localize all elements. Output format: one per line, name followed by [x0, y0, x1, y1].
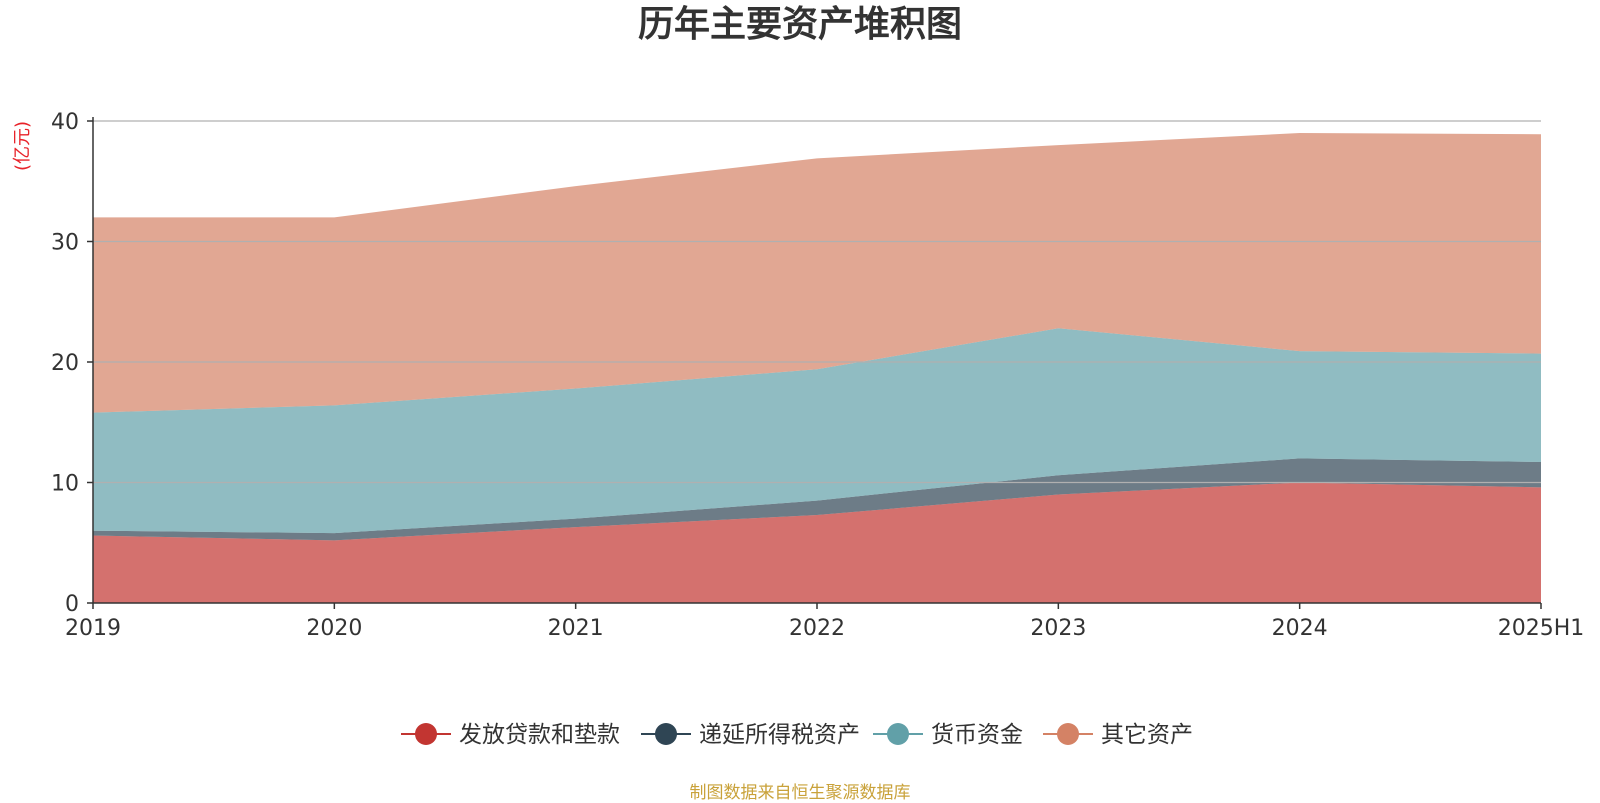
area-series-2	[93, 328, 1541, 534]
x-tick-label: 2023	[1030, 616, 1086, 641]
legend-item-0[interactable]: 发放贷款和垫款	[401, 722, 620, 748]
legend-label: 货币资金	[931, 722, 1023, 748]
chart-title: 历年主要资产堆积图	[638, 4, 962, 45]
x-tick-label: 2019	[65, 616, 121, 641]
y-tick-label: 30	[51, 231, 79, 256]
y-tick-label: 40	[51, 110, 79, 135]
area-series-0	[93, 482, 1541, 603]
legend-label: 其它资产	[1101, 722, 1193, 748]
legend-item-1[interactable]: 递延所得税资产	[641, 722, 860, 748]
y-unit-label: (亿元)	[12, 121, 33, 171]
y-tick-label: 0	[65, 592, 79, 617]
legend[interactable]: 发放贷款和垫款 递延所得税资产 货币资金 其它资产	[401, 722, 1193, 748]
legend-marker	[887, 723, 909, 745]
x-tick-label: 2020	[306, 616, 362, 641]
legend-label: 发放贷款和垫款	[459, 722, 620, 748]
legend-item-2[interactable]: 货币资金	[873, 722, 1023, 748]
x-tick-label: 2022	[789, 616, 845, 641]
grid-lines	[93, 120, 1541, 484]
x-tick-label: 2021	[548, 616, 604, 641]
x-tick-label: 2024	[1272, 616, 1328, 641]
legend-marker	[1057, 723, 1079, 745]
legend-marker	[655, 723, 677, 745]
axes: 0 10 20 30 40 2019 2020 2021 2022 2023 2024 2025H1	[51, 110, 1584, 641]
data-source-footer: 制图数据来自恒生聚源数据库	[689, 783, 911, 803]
legend-label: 递延所得税资产	[699, 722, 860, 748]
area-series-3	[93, 133, 1541, 413]
area-series	[93, 133, 1541, 603]
y-tick-label: 10	[51, 472, 79, 497]
y-tick-label: 20	[51, 351, 79, 376]
x-tick-label: 2025H1	[1498, 616, 1585, 641]
legend-item-3[interactable]: 其它资产	[1043, 722, 1193, 748]
area-series-1	[93, 458, 1541, 541]
legend-marker	[415, 723, 437, 745]
